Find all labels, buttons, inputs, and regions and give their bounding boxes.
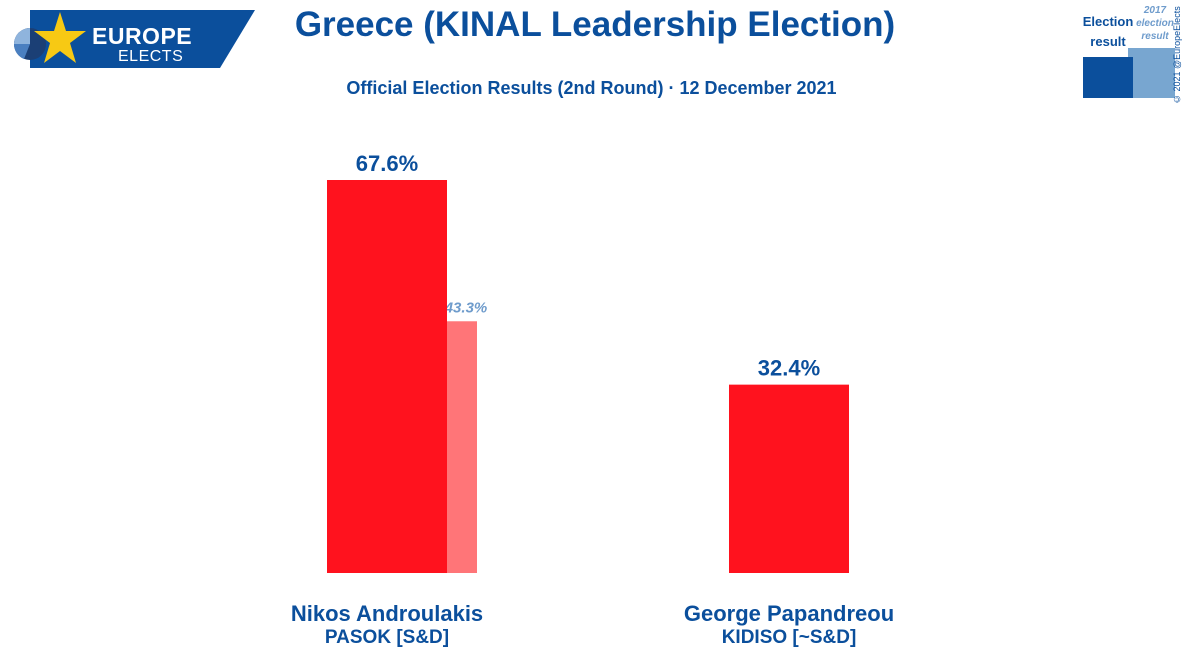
legend-previous-label: 2017 election result: [1132, 4, 1178, 43]
copyright-text: © 2021 @EuropeElects: [1172, 6, 1182, 104]
legend: Election result 2017 election result: [1075, 0, 1200, 105]
logo-pie-icon: [13, 28, 46, 60]
logo-pie-slice-light: [14, 28, 30, 44]
europe-elects-logo: EUROPE ELECTS: [0, 10, 255, 68]
category-name: Nikos Androulakis: [290, 601, 484, 626]
category-name: George Papandreou: [683, 601, 895, 626]
copyright: © 2021 @EuropeElects: [1172, 4, 1190, 104]
legend-current-label-line1: Election: [1082, 14, 1134, 29]
legend-previous-label-line1: 2017: [1143, 5, 1167, 16]
category-label-papandreou: George Papandreou KIDISO [~S&D]: [629, 601, 949, 649]
logo-text-europe: EUROPE: [92, 23, 193, 49]
logo-star-shape: [34, 12, 86, 63]
chart-subtitle: Official Election Results (2nd Round) · …: [346, 78, 837, 98]
bar-current-label-1: 32.4%: [758, 356, 820, 381]
category-label-androulakis: Nikos Androulakis PASOK [S&D]: [227, 601, 547, 649]
logo-band-shape: [30, 10, 255, 68]
category-party: KIDISO [~S&D]: [721, 627, 857, 648]
logo-pie-slice-mid: [13, 44, 30, 59]
legend-current-swatch: [1083, 57, 1133, 98]
legend-current-label-line2: result: [1090, 34, 1126, 49]
bar-current-1: [729, 384, 849, 573]
logo-star-icon: [34, 12, 86, 63]
chart-title: Greece (KINAL Leadership Election): [294, 5, 896, 44]
logo-band: [30, 10, 255, 68]
legend-previous-label-line2: election: [1136, 18, 1174, 29]
bar-current-0: [327, 180, 447, 573]
legend-current-label: Election result: [1080, 12, 1136, 52]
bar-current-label-0: 67.6%: [356, 151, 418, 176]
legend-previous-swatch: [1128, 48, 1175, 98]
logo-text-elects: ELECTS: [118, 48, 184, 65]
bar-previous-label-0: 43.3%: [444, 299, 488, 316]
legend-previous-label-line3: result: [1141, 31, 1169, 42]
category-party: PASOK [S&D]: [324, 627, 450, 648]
bar-previous-0: [447, 321, 477, 573]
